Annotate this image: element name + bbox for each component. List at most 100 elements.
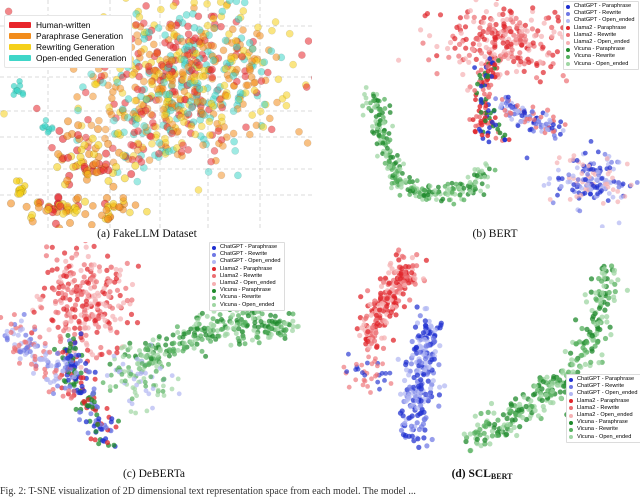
scatter-point [370, 324, 376, 331]
scatter-point [234, 15, 243, 24]
scatter-point [67, 310, 73, 316]
scatter-point [229, 107, 238, 116]
scatter-point [412, 394, 418, 400]
scatter-point [549, 24, 555, 31]
scatter-point [199, 72, 208, 81]
scatter-point [421, 435, 427, 441]
scatter-point [421, 187, 427, 193]
scatter-point [479, 181, 485, 187]
scatter-point [521, 68, 527, 74]
scatter-point [191, 345, 197, 351]
scatter-point [591, 183, 597, 189]
scatter-point [607, 168, 613, 174]
scatter-point [249, 337, 255, 343]
scatter-point [104, 267, 110, 273]
scatter-point [143, 340, 148, 346]
scatter-point [594, 331, 600, 337]
scatter-point [53, 163, 62, 172]
scatter-point [166, 106, 175, 115]
scatter-point [368, 390, 373, 395]
scatter-point [486, 139, 492, 145]
scatter-point [447, 39, 454, 46]
scatter-point [386, 270, 392, 276]
scatter-point [532, 391, 538, 397]
scatter-point [145, 156, 154, 165]
scatter-point [393, 252, 399, 258]
scatter-point [546, 181, 552, 187]
scatter-point [496, 58, 501, 63]
scatter-point [538, 393, 544, 399]
legend-label: Vicuna - Rewrite [574, 53, 615, 60]
scatter-point [23, 332, 29, 338]
scatter-point [539, 386, 545, 392]
scatter-point [401, 161, 406, 167]
scatter-point [436, 362, 442, 368]
scatter-point [73, 193, 83, 202]
scatter-point [71, 336, 76, 342]
scatter-point [106, 279, 112, 285]
scatter-point [62, 385, 68, 391]
scatter-point [478, 97, 484, 102]
scatter-point [203, 353, 209, 359]
scatter-point [426, 395, 432, 401]
scatter-point [487, 125, 492, 131]
scatter-point [485, 133, 491, 139]
scatter-point [366, 325, 372, 331]
scatter-point [89, 202, 97, 210]
scatter-point [437, 384, 443, 390]
scatter-point [63, 258, 69, 264]
scatter-point [41, 122, 49, 129]
legend-label: Open-ended Generation [36, 53, 127, 64]
scatter-point [71, 277, 78, 284]
scatter-point [185, 42, 194, 50]
scatter-point [475, 167, 481, 172]
legend-item: Vicuna - Paraphrase [566, 46, 635, 53]
scatter-point [506, 137, 512, 143]
scatter-point [432, 327, 438, 333]
scatter-point [269, 318, 275, 324]
scatter-point [58, 299, 64, 306]
scatter-point [535, 28, 541, 34]
scatter-point [217, 171, 226, 180]
scatter-point [527, 127, 533, 133]
scatter-point [493, 21, 499, 28]
scatter-point [78, 334, 84, 340]
scatter-point [194, 12, 203, 21]
legend-swatch [569, 420, 573, 425]
scatter-point [96, 441, 102, 447]
scatter-point [477, 104, 483, 109]
scatter-point [605, 184, 611, 190]
scatter-point [606, 295, 612, 301]
scatter-point [175, 14, 184, 23]
scatter-point [612, 281, 618, 287]
legend-item: Llama2 - Rewrite [566, 32, 635, 39]
scatter-point [415, 436, 421, 442]
scatter-point [92, 80, 100, 89]
scatter-point [472, 65, 477, 70]
scatter-point [378, 107, 383, 113]
scatter-point [122, 0, 130, 2]
scatter-point [422, 356, 428, 362]
legend-label: Llama2 - Rewrite [574, 31, 617, 38]
scatter-point [83, 302, 89, 308]
scatter-point [4, 7, 13, 16]
scatter-point [96, 416, 102, 422]
scatter-point [87, 301, 93, 307]
scatter-point [375, 363, 380, 369]
scatter-point [254, 334, 260, 340]
scatter-point [482, 437, 488, 443]
scatter-point [377, 386, 382, 392]
scatter-point [124, 95, 133, 103]
scatter-point [237, 341, 242, 347]
scatter-point [115, 203, 123, 211]
scatter-point [108, 372, 114, 378]
scatter-point [559, 176, 565, 182]
scatter-point [432, 349, 438, 355]
scatter-point [132, 390, 138, 395]
scatter-point [216, 333, 222, 339]
scatter-point [477, 72, 483, 78]
scatter-point [256, 107, 265, 116]
scatter-point [376, 122, 382, 127]
scatter-point [85, 325, 91, 331]
scatter-point [362, 92, 367, 97]
